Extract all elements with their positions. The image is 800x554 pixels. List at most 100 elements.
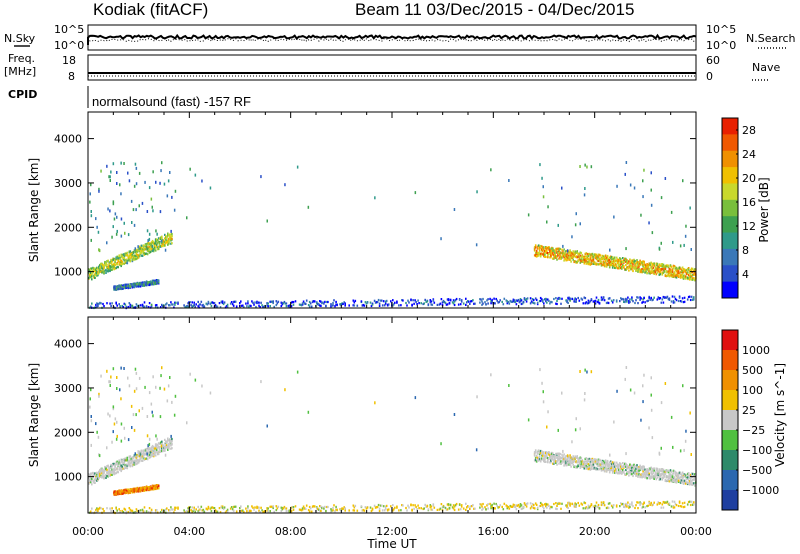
- scatter-cell: [162, 305, 164, 308]
- scatter-cell: [246, 305, 248, 308]
- scatter-cell: [90, 214, 93, 218]
- scatter-cell: [164, 244, 166, 247]
- scatter-cell: [232, 505, 235, 508]
- scatter-cell: [170, 233, 172, 236]
- scatter-cell: [599, 466, 602, 470]
- scatter-cell: [132, 251, 135, 254]
- scatter-cell: [354, 504, 357, 507]
- scatter-cell: [118, 257, 120, 260]
- scatter-cell: [414, 299, 416, 302]
- scatter-cell: [131, 509, 134, 512]
- scatter-cell: [556, 251, 558, 254]
- scatter-cell: [525, 505, 528, 508]
- scatter-cell: [132, 284, 135, 287]
- scatter-cell: [136, 284, 139, 287]
- scatter-cell: [342, 507, 344, 510]
- scatter-cell: [489, 502, 491, 505]
- scatter-cell: [102, 302, 104, 306]
- scatter-cell: [676, 479, 679, 482]
- scatter-cell: [156, 484, 159, 487]
- scatter-cell: [158, 450, 161, 453]
- scatter-cell: [112, 202, 115, 206]
- scatter-cell: [114, 259, 116, 262]
- scatter-cell: [525, 300, 528, 303]
- scatter-cell: [662, 301, 665, 304]
- scatter-cell: [539, 246, 542, 250]
- scatter-cell: [563, 254, 565, 257]
- scatter-cell: [553, 502, 555, 506]
- scatter-cell: [591, 255, 594, 258]
- scatter-cell: [614, 471, 617, 475]
- scatter-cell: [472, 299, 474, 302]
- scatter-cell: [678, 266, 681, 269]
- scatter-cell: [503, 297, 506, 300]
- scatter-cell: [127, 510, 130, 514]
- scatter-cell: [138, 247, 141, 250]
- scatter-cell: [115, 507, 117, 510]
- scatter-cell: [684, 480, 687, 483]
- scatter-cell: [140, 244, 143, 247]
- scatter-cell: [149, 283, 152, 286]
- scatter-cell: [648, 221, 650, 225]
- scatter-cell: [107, 267, 109, 271]
- scatter-cell: [99, 301, 101, 304]
- scatter-cell: [661, 273, 664, 276]
- scatter-cell: [118, 303, 120, 306]
- scatter-cell: [550, 252, 552, 255]
- scatter-cell: [108, 269, 110, 272]
- scatter-cell: [673, 295, 676, 298]
- scatter-cell: [408, 301, 410, 304]
- scatter-cell: [649, 263, 651, 267]
- scatter-cell: [538, 247, 541, 250]
- scatter-cell: [125, 488, 128, 491]
- scatter-cell: [119, 490, 121, 493]
- nsearch-tick-bottom: 10^0: [706, 39, 736, 52]
- scatter-cell: [603, 468, 606, 471]
- scatter-cell: [599, 463, 602, 466]
- scatter-cell: [636, 466, 638, 469]
- scatter-cell: [610, 258, 613, 261]
- scatter-cell: [202, 508, 205, 511]
- scatter-cell: [544, 503, 546, 506]
- scatter-cell: [608, 461, 611, 464]
- scatter-cell: [423, 302, 425, 305]
- scatter-cell: [281, 508, 284, 511]
- scatter-cell: [122, 510, 125, 514]
- scatter-cell: [202, 510, 205, 513]
- scatter-cell: [136, 488, 139, 491]
- scatter-cell: [566, 249, 569, 253]
- scatter-cell: [340, 508, 342, 511]
- scatter-cell: [165, 303, 167, 306]
- scatter-cell: [639, 503, 641, 506]
- scatter-cell: [637, 501, 639, 504]
- scatter-cell: [113, 217, 116, 221]
- scatter-cell: [101, 265, 103, 268]
- scatter-cell: [651, 469, 653, 473]
- scatter-cell: [137, 488, 140, 491]
- scatter-cell: [668, 298, 671, 301]
- scatter-cell: [688, 476, 691, 479]
- scatter-cell: [600, 298, 603, 302]
- scatter-cell: [438, 508, 441, 511]
- scatter-cell: [95, 475, 97, 478]
- scatter-cell: [133, 459, 136, 462]
- scatter-cell: [94, 472, 96, 475]
- scatter-cell: [153, 246, 156, 249]
- scatter-cell: [632, 466, 634, 469]
- scatter-cell: [574, 250, 576, 253]
- scatter-cell: [656, 271, 659, 274]
- scatter-cell: [141, 250, 144, 253]
- scatter-cell: [547, 256, 549, 259]
- scatter-cell: [693, 269, 695, 272]
- scatter-cell: [669, 268, 672, 271]
- scatter-cell: [172, 508, 174, 511]
- scatter-cell: [109, 209, 111, 213]
- scatter-cell: [118, 261, 120, 264]
- scatter-cell: [366, 301, 369, 304]
- scatter-cell: [524, 503, 527, 506]
- scatter-cell: [148, 251, 151, 254]
- scatter-cell: [280, 301, 283, 304]
- scatter-cell: [628, 474, 630, 477]
- scatter-cell: [89, 200, 91, 204]
- scatter-cell: [136, 283, 139, 286]
